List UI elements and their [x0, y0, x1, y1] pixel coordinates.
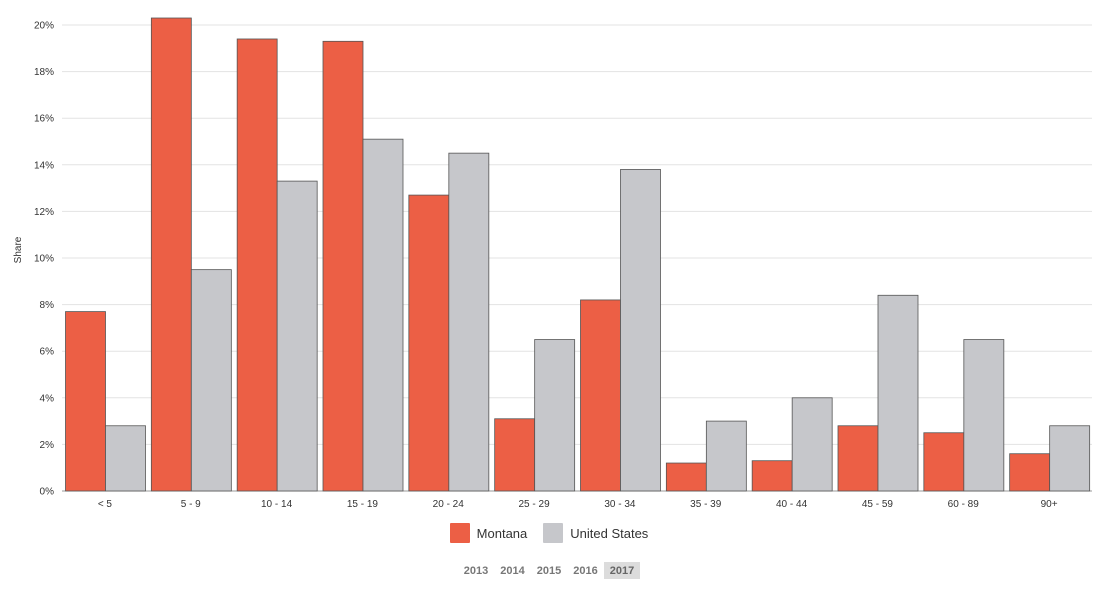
- y-tick-label: 4%: [40, 393, 55, 404]
- x-tick-label: 15 - 19: [347, 499, 379, 510]
- year-button-2015[interactable]: 2015: [536, 565, 562, 577]
- y-tick-label: 6%: [40, 347, 55, 358]
- y-tick-label: 10%: [34, 254, 54, 265]
- year-button-2017[interactable]: 2017: [603, 562, 641, 579]
- x-tick-label: < 5: [98, 499, 113, 510]
- y-tick-label: 2%: [40, 440, 55, 451]
- x-tick-label: 45 - 59: [862, 499, 894, 510]
- bar-montana[interactable]: [1009, 453, 1051, 492]
- legend-item-montana[interactable]: Montana: [449, 523, 528, 543]
- x-tick-label: 30 - 34: [604, 499, 636, 510]
- y-axis-ticks: 0% 2% 4% 6% 8% 10% 12% 14% 16% 18% 20%: [34, 21, 54, 498]
- bar-united-states[interactable]: [620, 169, 661, 492]
- x-tick-label: 90+: [1041, 499, 1058, 510]
- bar-united-states[interactable]: [1049, 425, 1091, 492]
- bar-united-states[interactable]: [105, 425, 146, 492]
- bar-montana[interactable]: [837, 425, 879, 492]
- bar-united-states[interactable]: [877, 294, 919, 492]
- bar-chart: 0% 2% 4% 6% 8% 10% 12% 14% 16% 18% 20% Share < 5 5 …: [13, 17, 1092, 510]
- y-tick-label: 18%: [34, 67, 54, 78]
- bar-montana[interactable]: [923, 432, 965, 492]
- legend-swatch-united-states: [543, 523, 564, 543]
- bar-united-states[interactable]: [963, 339, 1005, 492]
- grid-lines: [62, 24, 1092, 492]
- bar-united-states[interactable]: [448, 152, 490, 492]
- bar-montana[interactable]: [236, 38, 278, 492]
- x-tick-label: 35 - 39: [690, 499, 722, 510]
- y-tick-label: 14%: [34, 160, 54, 171]
- bars: [65, 17, 1091, 492]
- bar-montana[interactable]: [322, 40, 364, 492]
- legend-label-united-states: United States: [570, 525, 649, 541]
- bar-montana[interactable]: [665, 462, 707, 492]
- bar-montana[interactable]: [751, 460, 793, 492]
- bar-montana[interactable]: [150, 17, 192, 492]
- y-tick-label: 8%: [40, 300, 55, 311]
- bar-united-states[interactable]: [534, 339, 576, 492]
- bar-united-states[interactable]: [791, 397, 833, 492]
- x-tick-label: 60 - 89: [948, 499, 980, 510]
- bar-united-states[interactable]: [705, 420, 747, 492]
- x-axis-ticks: < 5 5 - 9 10 - 14 15 - 19 20 - 24 25 - 29 30 -…: [98, 499, 1058, 510]
- year-selector: 2013 2014 2015 2016 2017: [0, 562, 1098, 579]
- year-button-2013[interactable]: 2013: [463, 565, 489, 577]
- y-axis-title: Share: [13, 236, 24, 263]
- bar-united-states[interactable]: [276, 180, 318, 492]
- y-tick-label: 0%: [40, 487, 55, 498]
- y-tick-label: 12%: [34, 207, 54, 218]
- bar-united-states[interactable]: [190, 269, 232, 492]
- x-tick-label: 20 - 24: [433, 499, 465, 510]
- x-tick-label: 25 - 29: [519, 499, 551, 510]
- x-tick-label: 10 - 14: [261, 499, 293, 510]
- bar-montana[interactable]: [494, 418, 536, 492]
- bar-montana[interactable]: [408, 194, 450, 492]
- legend-item-united-states[interactable]: United States: [543, 523, 648, 543]
- y-tick-label: 20%: [34, 21, 54, 32]
- x-tick-label: 40 - 44: [776, 499, 808, 510]
- year-button-2014[interactable]: 2014: [500, 565, 525, 577]
- bar-montana[interactable]: [580, 299, 621, 492]
- legend: Montana United States: [0, 523, 1098, 543]
- bar-united-states[interactable]: [362, 138, 404, 492]
- year-button-2016[interactable]: 2016: [573, 565, 598, 577]
- bar-montana[interactable]: [65, 311, 106, 492]
- x-tick-label: 5 - 9: [181, 499, 201, 510]
- legend-swatch-montana: [449, 523, 470, 543]
- y-tick-label: 16%: [34, 114, 54, 125]
- legend-label-montana: Montana: [476, 525, 528, 541]
